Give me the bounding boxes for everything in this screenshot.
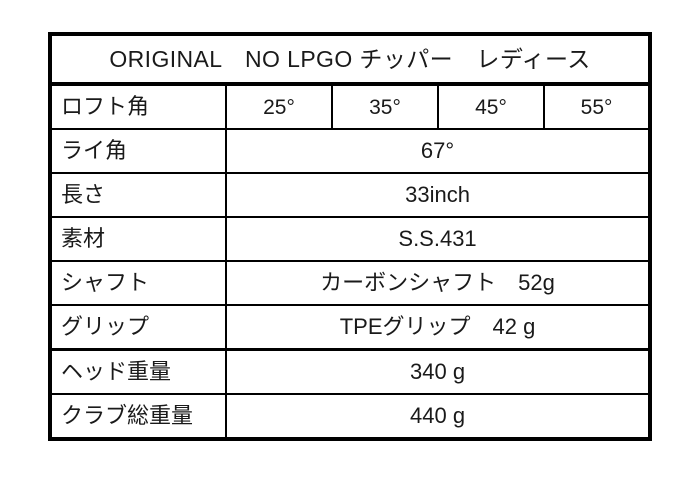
row-label-cell: グリップ — [49, 304, 227, 351]
row-label-head-weight: ヘッド重量 — [61, 359, 172, 384]
row-value-material: S.S.431 — [398, 226, 477, 251]
table-row-grip: グリップ TPEグリップ 42 g — [49, 304, 652, 351]
row-label-loft: ロフト角 — [61, 94, 150, 119]
row-value-cell: 67° — [224, 128, 652, 174]
loft-value-cell-2: 35° — [331, 83, 439, 130]
row-value-total-weight: 440 g — [410, 403, 466, 428]
table-row-head-weight: ヘッド重量 340 g — [49, 348, 652, 395]
row-label-length: 長さ — [61, 182, 106, 207]
loft-value-55: 55° — [580, 95, 613, 119]
row-value-cell: カーボンシャフト 52g — [224, 260, 652, 306]
row-label-lie-angle: ライ角 — [61, 138, 128, 163]
table-row-total-weight: クラブ総重量 440 g — [49, 393, 652, 440]
table-row-lie-angle: ライ角 67° — [49, 128, 652, 174]
row-label-cell: 長さ — [49, 172, 227, 218]
loft-value-25: 25° — [263, 95, 295, 119]
row-value-lie-angle: 67° — [420, 138, 455, 163]
club-specification-table: ORIGINAL NO LPGO チッパー レディース ロフト角 25° 35°… — [48, 32, 653, 441]
table-row-shaft: シャフト カーボンシャフト 52g — [49, 260, 652, 306]
loft-value-45: 45° — [475, 95, 507, 119]
row-value-cell: 33inch — [224, 172, 652, 218]
loft-value-cell-1: 25° — [225, 83, 333, 130]
row-label-total-weight: クラブ総重量 — [61, 403, 194, 428]
row-label-cell: 素材 — [49, 216, 227, 262]
row-value-cell: TPEグリップ 42 g — [224, 304, 652, 351]
row-label-cell: シャフト — [49, 260, 227, 306]
loft-value-cell-3: 45° — [437, 83, 545, 130]
table-row-length: 長さ 33inch — [49, 172, 652, 218]
table-row-material: 素材 S.S.431 — [49, 216, 652, 262]
table-row-loft: ロフト角 25° 35° 45° 55° — [49, 83, 652, 130]
row-value-grip: TPEグリップ 42 g — [339, 314, 536, 339]
row-label-shaft: シャフト — [61, 270, 150, 295]
row-label-cell: ヘッド重量 — [49, 348, 227, 395]
row-value-cell: 440 g — [224, 393, 652, 440]
row-value-cell: 340 g — [224, 348, 652, 395]
table-title-cell: ORIGINAL NO LPGO チッパー レディース — [48, 33, 652, 86]
row-value-shaft: カーボンシャフト 52g — [320, 270, 555, 295]
table-title-row: ORIGINAL NO LPGO チッパー レディース — [48, 33, 652, 86]
row-label-cell: クラブ総重量 — [49, 393, 227, 440]
product-title: ORIGINAL NO LPGO チッパー レディース — [109, 45, 591, 72]
row-value-length: 33inch — [405, 182, 470, 207]
row-label-cell: ライ角 — [49, 128, 227, 174]
row-label-grip: グリップ — [61, 314, 150, 339]
row-value-head-weight: 340 g — [410, 359, 466, 384]
loft-value-cell-4: 55° — [542, 83, 652, 130]
row-value-cell: S.S.431 — [224, 216, 652, 262]
row-label-material: 素材 — [61, 226, 106, 251]
loft-value-35: 35° — [369, 95, 401, 119]
row-label-cell: ロフト角 — [49, 83, 227, 130]
